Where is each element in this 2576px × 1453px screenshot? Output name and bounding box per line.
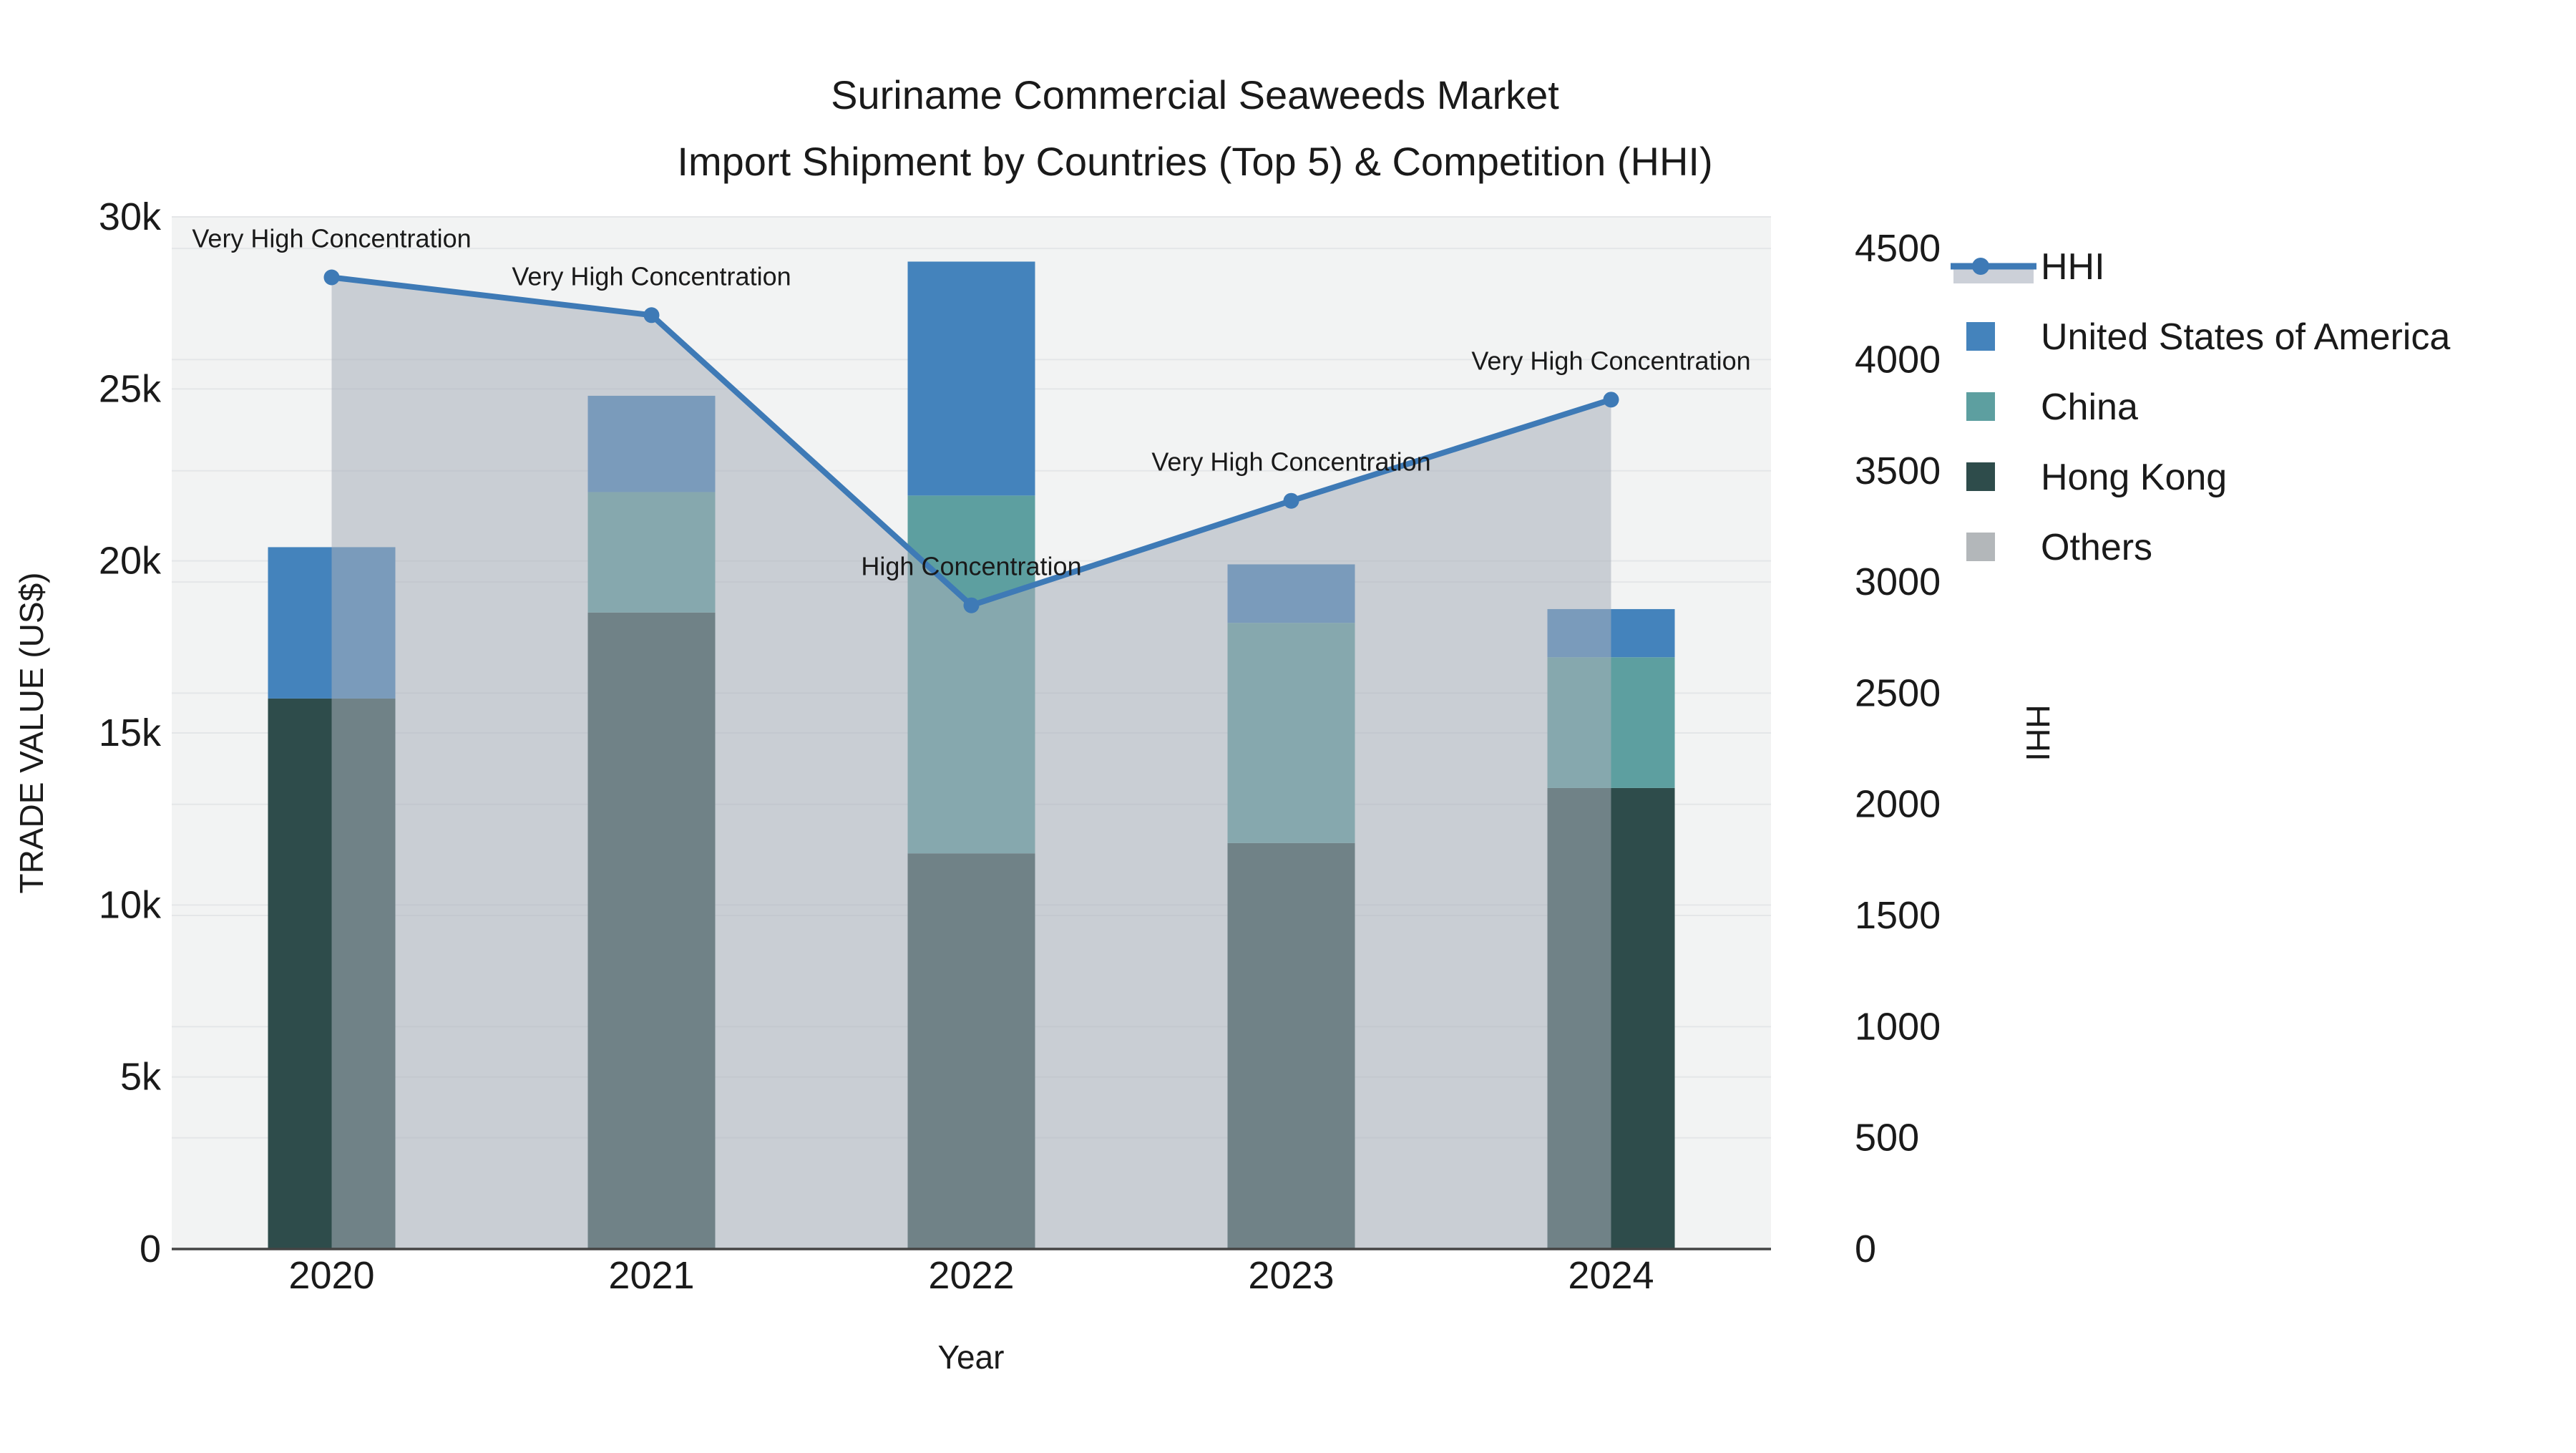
- legend-label: United States of America: [2041, 316, 2450, 358]
- hhi-legend-area-swatch: [1953, 268, 2034, 283]
- left-tick-label: 20k: [99, 540, 162, 583]
- right-tick-label: 2000: [1855, 783, 1941, 826]
- annotation-2022: High Concentration: [861, 552, 1081, 581]
- annotation-2024: Very High Concentration: [1471, 346, 1750, 375]
- legend: HHI United States of America China Hong Kon…: [1951, 246, 2450, 568]
- x-tick-label-2020: 2020: [288, 1254, 374, 1297]
- annotation-2020: Very High Concentration: [192, 223, 471, 253]
- legend-item-hong-kong[interactable]: Hong Kong: [1966, 457, 2227, 498]
- right-tick-label: 1000: [1855, 1005, 1941, 1048]
- hhi-marker-2020[interactable]: [323, 269, 340, 286]
- annotation-2021: Very High Concentration: [512, 261, 791, 291]
- legend-swatch: [1966, 392, 1995, 421]
- legend-swatch: [1966, 533, 1995, 561]
- legend-item-others[interactable]: Others: [1966, 527, 2152, 568]
- left-tick-label: 10k: [99, 883, 162, 926]
- right-tick-label: 500: [1855, 1117, 1919, 1160]
- x-tick-label-2022: 2022: [928, 1254, 1014, 1297]
- right-tick-label: 4500: [1855, 227, 1941, 270]
- right-tick-label: 1500: [1855, 894, 1941, 937]
- left-tick-label: 0: [140, 1228, 161, 1270]
- legend-item-china[interactable]: China: [1966, 387, 2138, 428]
- annotation-2023: Very High Concentration: [1151, 447, 1430, 477]
- hhi-marker-2023[interactable]: [1283, 492, 1299, 509]
- left-tick-label: 5k: [120, 1056, 162, 1099]
- left-tick-label: 25k: [99, 367, 162, 410]
- legend-item-hhi[interactable]: HHI: [1951, 246, 2105, 288]
- right-tick-label: 2500: [1855, 671, 1941, 714]
- x-axis-title: Year: [938, 1338, 1005, 1376]
- right-tick-label: 3000: [1855, 560, 1941, 603]
- legend-swatch: [1966, 462, 1995, 491]
- x-tick-label-2023: 2023: [1248, 1254, 1334, 1297]
- left-tick-label: 15k: [99, 711, 162, 754]
- plot-area: Very High Concentration Very High Concent…: [99, 195, 1941, 1297]
- right-axis-title: HHI: [2019, 704, 2057, 761]
- hhi-marker-2024[interactable]: [1603, 392, 1619, 408]
- left-tick-label: 30k: [99, 195, 162, 238]
- hhi-legend-marker: [1972, 258, 1989, 275]
- x-tick-label-2021: 2021: [608, 1254, 694, 1297]
- legend-label: Others: [2041, 527, 2152, 568]
- left-axis-title: TRADE VALUE (US$): [13, 572, 50, 893]
- x-tick-label-2024: 2024: [1568, 1254, 1654, 1297]
- hhi-area-fill: [331, 277, 1611, 1249]
- right-tick-label: 3500: [1855, 449, 1941, 492]
- hhi-marker-2021[interactable]: [643, 307, 660, 324]
- legend-label: HHI: [2041, 246, 2105, 288]
- chart-title-line1: Suriname Commercial Seaweeds Market: [831, 72, 1559, 117]
- bar-segment-united-states-of-america-2022[interactable]: [907, 261, 1035, 496]
- legend-swatch: [1966, 322, 1995, 351]
- hhi-marker-2022[interactable]: [963, 597, 980, 613]
- chart-title-line2: Import Shipment by Countries (Top 5) & C…: [677, 139, 1712, 184]
- legend-item-united-states-of-america[interactable]: United States of America: [1966, 316, 2450, 358]
- legend-label: China: [2041, 387, 2138, 428]
- legend-label: Hong Kong: [2041, 457, 2227, 498]
- right-tick-label: 4000: [1855, 338, 1941, 381]
- right-tick-label: 0: [1855, 1228, 1876, 1270]
